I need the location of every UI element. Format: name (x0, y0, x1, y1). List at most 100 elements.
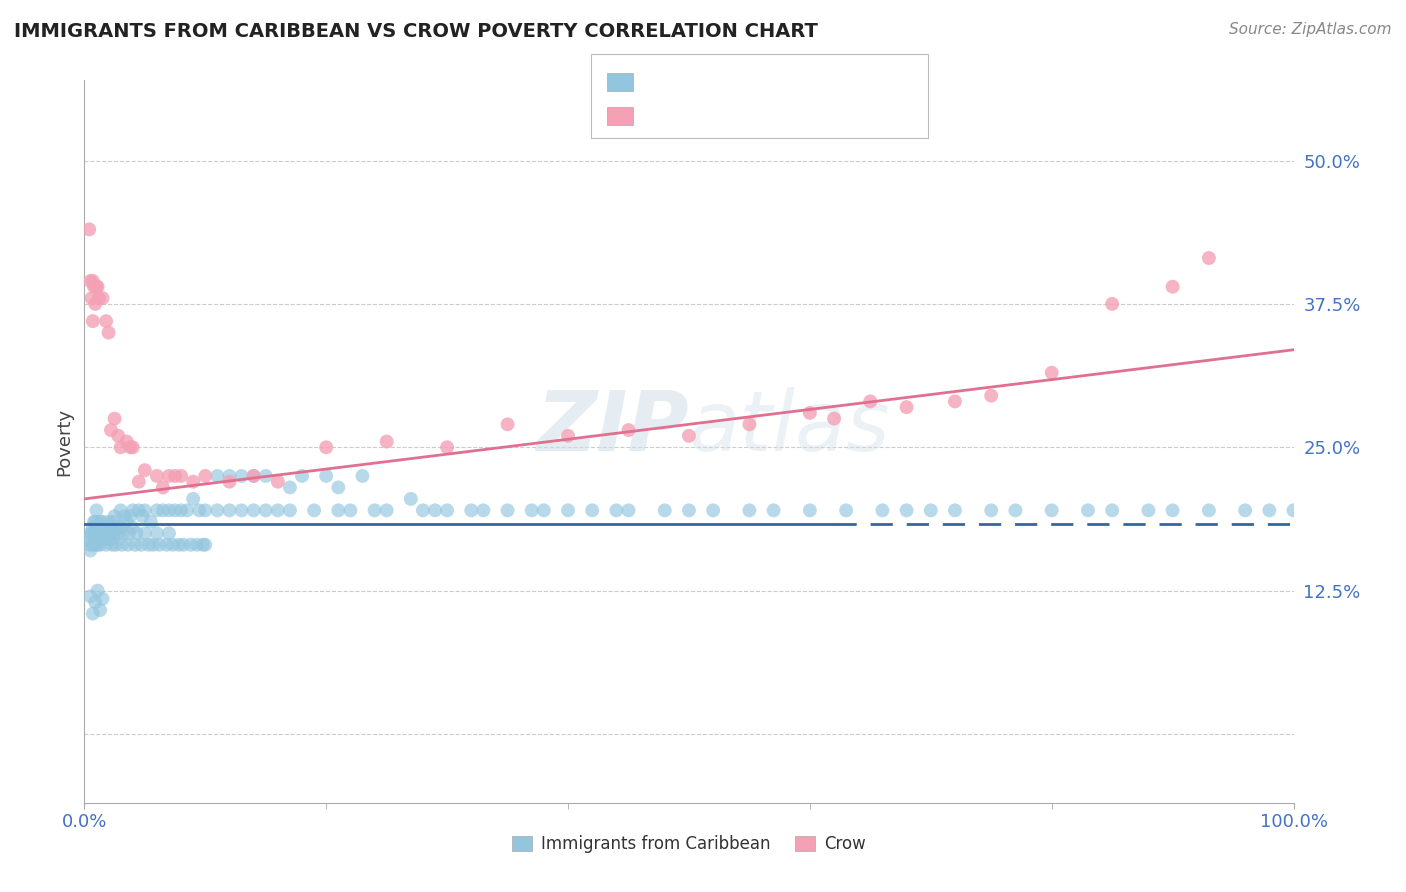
Point (94, 314, 117, 328)
Text: -0.015: -0.015 (683, 73, 741, 91)
Point (363, 503, 385, 517)
Point (79, 543, 101, 558)
Point (97, 326, 120, 340)
Point (157, 503, 180, 517)
Point (167, 538, 190, 552)
Point (124, 538, 146, 552)
Point (107, 429, 129, 443)
Point (617, 503, 640, 517)
Point (91, 515, 114, 529)
Point (89, 603, 111, 617)
Point (520, 503, 543, 517)
Point (943, 503, 966, 517)
Point (94, 538, 117, 552)
Point (117, 538, 139, 552)
Point (242, 469, 264, 483)
Point (328, 503, 350, 517)
Point (101, 538, 124, 552)
Point (121, 503, 143, 517)
Point (872, 503, 894, 517)
Point (112, 526, 135, 541)
Point (91, 526, 114, 541)
Point (278, 480, 301, 494)
Point (399, 491, 422, 506)
Point (104, 526, 127, 541)
Point (254, 469, 277, 483)
Point (86, 532, 108, 546)
Point (105, 520, 128, 534)
Point (1198, 251, 1220, 265)
Point (86, 279, 108, 293)
Point (799, 406, 821, 420)
Point (980, 389, 1002, 403)
Text: R =: R = (644, 107, 683, 125)
Point (835, 503, 858, 517)
Point (139, 515, 162, 529)
Point (134, 526, 156, 541)
Text: Source: ZipAtlas.com: Source: ZipAtlas.com (1229, 22, 1392, 37)
Point (79, 274, 101, 288)
Point (460, 503, 482, 517)
Point (339, 503, 361, 517)
Point (654, 503, 676, 517)
Y-axis label: Poverty: Poverty (55, 408, 73, 475)
Point (98, 532, 121, 546)
Point (77, 538, 100, 552)
Point (242, 469, 264, 483)
Point (1137, 503, 1160, 517)
Point (291, 469, 314, 483)
Point (231, 503, 253, 517)
Point (165, 503, 187, 517)
Point (89, 515, 111, 529)
Point (125, 526, 148, 541)
Point (104, 411, 127, 425)
Point (436, 440, 458, 454)
Point (90, 520, 112, 534)
Point (1198, 503, 1220, 517)
Text: N =: N = (740, 73, 779, 91)
Point (100, 526, 122, 541)
Point (86, 526, 108, 541)
Point (96, 526, 118, 541)
Point (823, 411, 845, 425)
Point (82, 538, 104, 552)
Point (129, 538, 152, 552)
Point (207, 469, 229, 483)
Point (799, 503, 821, 517)
Point (1258, 503, 1281, 517)
Point (1004, 503, 1026, 517)
Point (1282, 503, 1305, 517)
Point (84, 297, 107, 311)
Point (1101, 503, 1123, 517)
Point (86, 503, 108, 517)
Point (194, 469, 217, 483)
Point (138, 538, 160, 552)
Point (91, 591, 114, 606)
Point (1077, 503, 1099, 517)
Point (90, 532, 112, 546)
Point (1234, 503, 1257, 517)
Point (80, 526, 103, 541)
Point (110, 503, 132, 517)
Point (267, 475, 290, 489)
Point (218, 469, 240, 483)
Point (496, 417, 519, 432)
Point (86, 583, 108, 598)
Point (115, 434, 138, 449)
Point (170, 469, 193, 483)
Point (89, 526, 111, 541)
Point (267, 503, 290, 517)
Point (180, 538, 202, 552)
Point (86, 538, 108, 552)
Point (315, 469, 337, 483)
Point (107, 526, 129, 541)
Point (557, 503, 579, 517)
Point (1101, 297, 1123, 311)
Point (87, 532, 110, 546)
Point (738, 503, 761, 517)
Point (472, 503, 495, 517)
Point (146, 469, 169, 483)
Point (859, 394, 882, 409)
Point (86, 279, 108, 293)
Point (134, 503, 156, 517)
